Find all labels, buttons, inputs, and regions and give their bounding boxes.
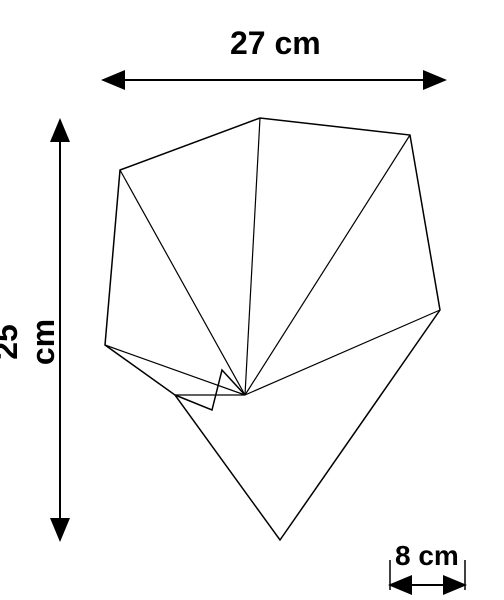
height-label: 25 cm bbox=[0, 297, 62, 387]
fold-line-2 bbox=[245, 135, 410, 395]
width-label: 27 cm bbox=[230, 25, 321, 62]
shape-outline bbox=[105, 118, 440, 540]
diagram-svg bbox=[0, 0, 504, 600]
fold-line-5 bbox=[105, 345, 245, 395]
fold-line-1 bbox=[245, 118, 260, 395]
diagram-container: 27 cm 25 cm 8 cm bbox=[0, 0, 504, 600]
fold-line-6 bbox=[120, 170, 245, 395]
depth-label: 8 cm bbox=[395, 540, 459, 572]
